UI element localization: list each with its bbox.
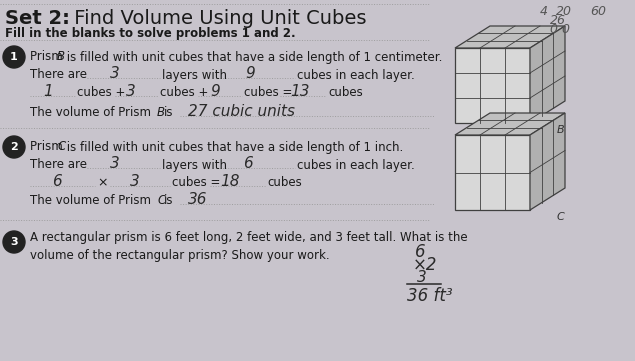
Circle shape [3, 231, 25, 253]
Text: 3: 3 [417, 270, 427, 286]
Text: 18: 18 [220, 174, 239, 190]
Text: 36 ft³: 36 ft³ [407, 287, 453, 305]
Text: volume of the rectangular prism? Show your work.: volume of the rectangular prism? Show yo… [30, 248, 330, 261]
Text: The volume of Prism: The volume of Prism [30, 195, 151, 208]
Text: 0 0: 0 0 [550, 23, 570, 36]
Text: 3: 3 [110, 66, 120, 82]
Text: is: is [164, 106, 173, 119]
Circle shape [3, 46, 25, 68]
Text: cubes in each layer.: cubes in each layer. [297, 69, 415, 82]
Text: 26: 26 [550, 14, 566, 27]
Text: 3: 3 [126, 84, 136, 100]
Text: 4: 4 [540, 5, 548, 18]
Text: cubes =: cubes = [244, 87, 292, 100]
Polygon shape [530, 26, 565, 123]
Text: C: C [557, 212, 565, 222]
Text: 3: 3 [110, 157, 120, 171]
Text: 2: 2 [10, 142, 18, 152]
Polygon shape [455, 48, 530, 123]
Text: 60: 60 [590, 5, 606, 18]
Text: 27 cubic units: 27 cubic units [188, 104, 295, 119]
Polygon shape [530, 113, 565, 210]
Text: is: is [164, 195, 173, 208]
Text: B: B [57, 51, 65, 64]
Text: is filled with unit cubes that have a side length of 1 centimeter.: is filled with unit cubes that have a si… [63, 51, 443, 64]
Text: cubes: cubes [267, 177, 302, 190]
Text: 6: 6 [52, 174, 62, 190]
Text: cubes =: cubes = [172, 177, 220, 190]
Text: Find Volume Using Unit Cubes: Find Volume Using Unit Cubes [68, 9, 366, 29]
Text: cubes in each layer.: cubes in each layer. [297, 158, 415, 171]
Text: is filled with unit cubes that have a side length of 1 inch.: is filled with unit cubes that have a si… [63, 140, 403, 153]
Text: layers with: layers with [162, 69, 227, 82]
Text: C: C [57, 140, 65, 153]
Text: There are: There are [30, 69, 87, 82]
Polygon shape [455, 113, 565, 135]
Text: Prism: Prism [30, 51, 67, 64]
Text: Prism: Prism [30, 140, 67, 153]
Text: 6: 6 [415, 243, 425, 261]
Text: 3: 3 [130, 174, 140, 190]
Text: 1: 1 [10, 52, 18, 62]
Text: B: B [157, 106, 165, 119]
Text: 6: 6 [243, 157, 253, 171]
Text: 36: 36 [188, 192, 208, 208]
Text: cubes +: cubes + [77, 87, 125, 100]
Circle shape [3, 136, 25, 158]
Polygon shape [455, 135, 530, 210]
Text: B: B [557, 125, 565, 135]
Text: ×2: ×2 [413, 256, 438, 274]
Text: ×: × [97, 177, 107, 190]
Text: Fill in the blanks to solve problems 1 and 2.: Fill in the blanks to solve problems 1 a… [5, 26, 296, 39]
Text: C: C [157, 195, 165, 208]
Text: layers with: layers with [162, 158, 227, 171]
Text: 1: 1 [43, 84, 53, 100]
Text: Set 2:: Set 2: [5, 9, 70, 29]
Text: There are: There are [30, 158, 87, 171]
Text: A rectangular prism is 6 feet long, 2 feet wide, and 3 feet tall. What is the: A rectangular prism is 6 feet long, 2 fe… [30, 231, 467, 244]
Text: 9: 9 [210, 84, 220, 100]
Text: 3: 3 [10, 237, 18, 247]
Text: 13: 13 [290, 84, 309, 100]
Text: 9: 9 [245, 66, 255, 82]
Text: The volume of Prism: The volume of Prism [30, 106, 151, 119]
Text: 20: 20 [556, 5, 572, 18]
Text: cubes +: cubes + [160, 87, 208, 100]
Text: cubes: cubes [328, 87, 363, 100]
Polygon shape [455, 26, 565, 48]
